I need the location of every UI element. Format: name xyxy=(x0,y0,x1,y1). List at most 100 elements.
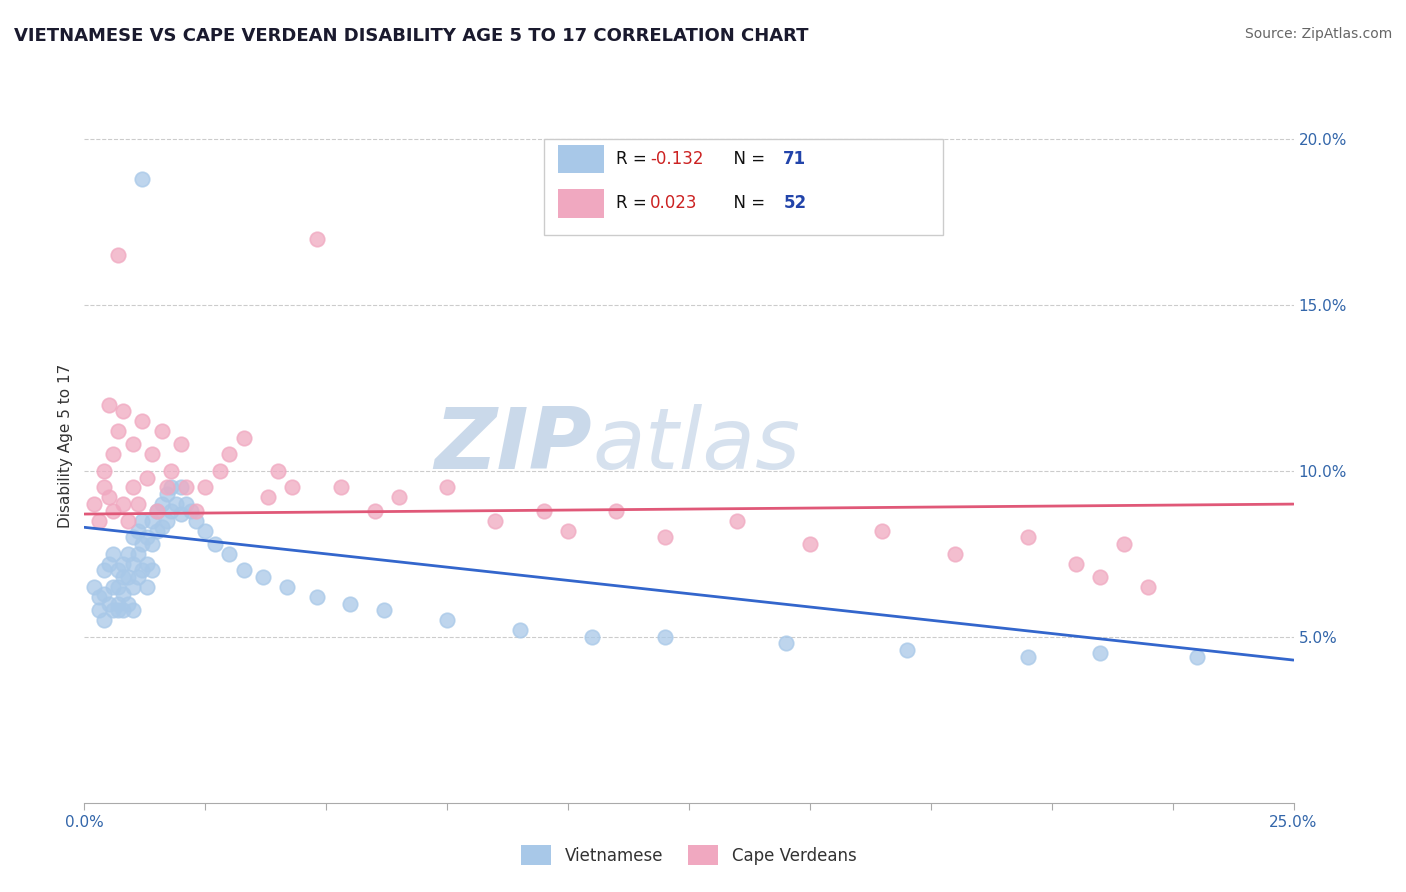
Point xyxy=(136,530,159,544)
Point xyxy=(93,613,115,627)
Point xyxy=(117,570,139,584)
Point xyxy=(218,447,240,461)
Point xyxy=(121,437,143,451)
Point xyxy=(799,537,821,551)
Point xyxy=(165,497,187,511)
Point xyxy=(208,464,231,478)
Text: -0.132: -0.132 xyxy=(650,150,704,168)
Text: R =: R = xyxy=(616,150,652,168)
Text: R =: R = xyxy=(616,194,652,212)
Point xyxy=(146,524,169,538)
Point xyxy=(180,504,202,518)
Point xyxy=(1017,530,1039,544)
Point xyxy=(117,597,139,611)
Point xyxy=(281,481,304,495)
Point xyxy=(1088,570,1111,584)
Point xyxy=(1137,580,1160,594)
Point xyxy=(509,624,531,638)
Point xyxy=(605,504,627,518)
FancyBboxPatch shape xyxy=(544,139,943,235)
Point xyxy=(97,491,120,505)
Point xyxy=(93,564,115,578)
Point xyxy=(103,447,125,461)
Text: VIETNAMESE VS CAPE VERDEAN DISABILITY AGE 5 TO 17 CORRELATION CHART: VIETNAMESE VS CAPE VERDEAN DISABILITY AG… xyxy=(14,27,808,45)
Point xyxy=(305,590,328,604)
Point xyxy=(87,603,110,617)
Point xyxy=(155,481,177,495)
Point xyxy=(160,464,183,478)
Text: 52: 52 xyxy=(783,194,807,212)
Point xyxy=(131,514,153,528)
Point xyxy=(373,603,395,617)
Point xyxy=(136,470,159,484)
Point xyxy=(97,557,120,571)
Point xyxy=(107,603,129,617)
Point xyxy=(388,491,411,505)
Point xyxy=(160,481,183,495)
Point xyxy=(896,643,918,657)
Point xyxy=(141,447,163,461)
Point xyxy=(141,514,163,528)
Point xyxy=(103,580,125,594)
Point xyxy=(339,597,361,611)
Point xyxy=(121,481,143,495)
Point xyxy=(146,504,169,518)
Point xyxy=(107,597,129,611)
Point xyxy=(150,424,173,438)
Point xyxy=(112,497,135,511)
Point xyxy=(654,630,676,644)
Point xyxy=(267,464,290,478)
Point xyxy=(170,507,193,521)
Point xyxy=(436,613,458,627)
Point xyxy=(257,491,280,505)
Point xyxy=(127,524,149,538)
Point xyxy=(107,564,129,578)
Point xyxy=(233,564,256,578)
Text: 0.023: 0.023 xyxy=(650,194,697,212)
Point xyxy=(218,547,240,561)
Legend: Vietnamese, Cape Verdeans: Vietnamese, Cape Verdeans xyxy=(513,837,865,873)
Text: ZIP: ZIP xyxy=(434,404,592,488)
Point xyxy=(725,514,748,528)
Point xyxy=(150,497,173,511)
Point xyxy=(1017,649,1039,664)
Point xyxy=(484,514,506,528)
FancyBboxPatch shape xyxy=(558,189,605,218)
Point xyxy=(127,547,149,561)
Point xyxy=(107,424,129,438)
Point xyxy=(121,603,143,617)
Point xyxy=(160,504,183,518)
Point xyxy=(775,636,797,650)
Point xyxy=(194,481,217,495)
Point xyxy=(170,437,193,451)
Point xyxy=(204,537,226,551)
Point xyxy=(1185,649,1208,664)
Point xyxy=(184,504,207,518)
Point xyxy=(184,514,207,528)
Point xyxy=(127,497,149,511)
Point xyxy=(107,248,129,262)
Point xyxy=(83,497,105,511)
Point xyxy=(121,557,143,571)
Point xyxy=(1088,647,1111,661)
Text: N =: N = xyxy=(723,150,770,168)
Point xyxy=(155,514,177,528)
Point xyxy=(87,590,110,604)
Point xyxy=(276,580,298,594)
Point xyxy=(141,564,163,578)
Point xyxy=(581,630,603,644)
Point xyxy=(97,597,120,611)
Point xyxy=(83,580,105,594)
Point xyxy=(1064,557,1087,571)
Text: Source: ZipAtlas.com: Source: ZipAtlas.com xyxy=(1244,27,1392,41)
Point xyxy=(136,557,159,571)
Point xyxy=(87,514,110,528)
Point xyxy=(363,504,385,518)
Point xyxy=(233,431,256,445)
Point xyxy=(93,464,115,478)
Point xyxy=(93,587,115,601)
Point xyxy=(654,530,676,544)
Point xyxy=(103,603,125,617)
Point xyxy=(103,504,125,518)
Point xyxy=(103,547,125,561)
